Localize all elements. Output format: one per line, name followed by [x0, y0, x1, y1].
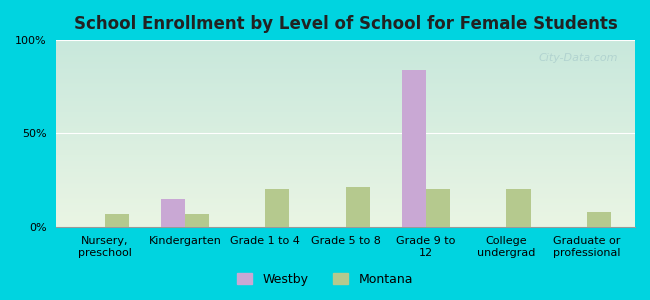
Legend: Westby, Montana: Westby, Montana [232, 268, 418, 291]
Title: School Enrollment by Level of School for Female Students: School Enrollment by Level of School for… [74, 15, 618, 33]
Bar [265, 189, 289, 227]
Bar [185, 214, 209, 227]
Bar [346, 188, 370, 227]
Text: City-Data.com: City-Data.com [538, 53, 617, 63]
Bar [402, 70, 426, 227]
Bar [105, 214, 129, 227]
Bar [587, 212, 611, 227]
Bar [506, 189, 530, 227]
Bar [161, 199, 185, 227]
Bar [426, 189, 450, 227]
